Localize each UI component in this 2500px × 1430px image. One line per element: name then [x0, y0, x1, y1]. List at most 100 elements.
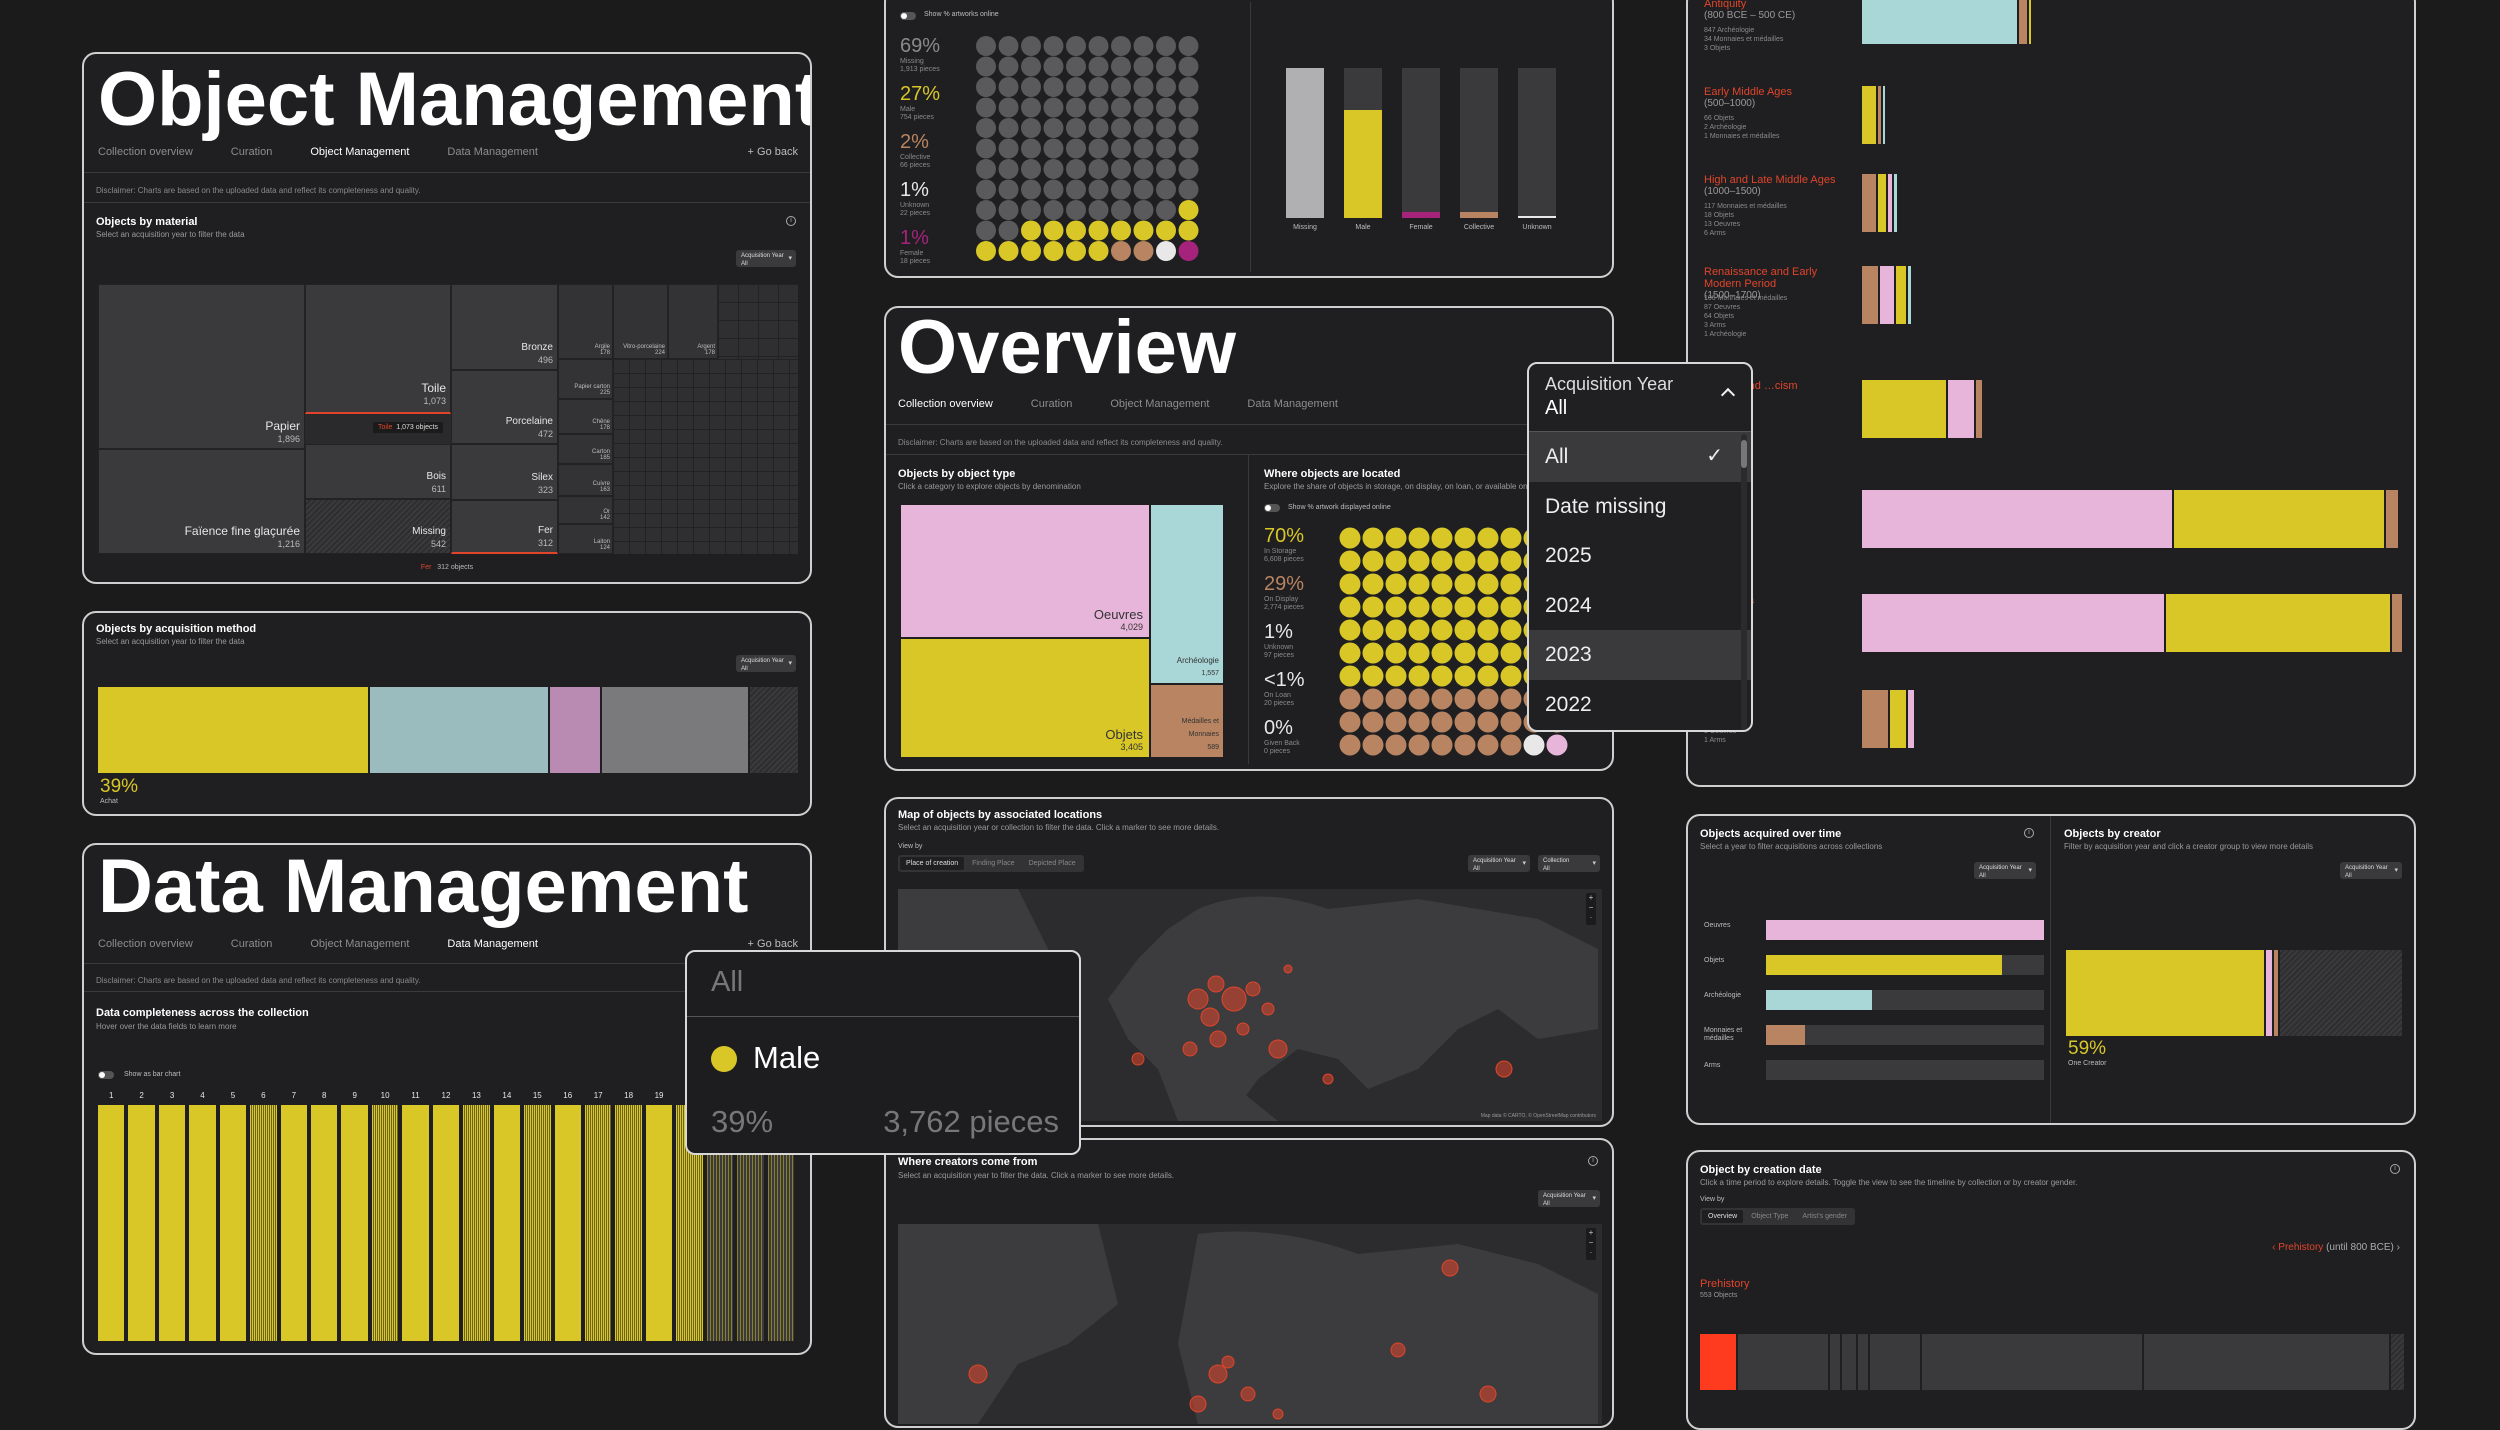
map-marker[interactable]: [1261, 1002, 1275, 1016]
map-marker[interactable]: [968, 1364, 988, 1384]
tab-data-management[interactable]: Data Management: [1247, 398, 1338, 410]
treemap-cell-cuivre[interactable]: Cuivre 163: [558, 464, 613, 496]
treemap-cell-silex[interactable]: Silex 323: [451, 444, 558, 500]
tab-data-management[interactable]: Data Management: [447, 938, 538, 950]
tab-depicted-place[interactable]: Depicted Place: [1028, 860, 1076, 867]
map-marker[interactable]: [1245, 981, 1261, 997]
period-bar-segment[interactable]: [1862, 86, 1876, 144]
period-bar-segment[interactable]: [1908, 266, 1911, 324]
period-bar-segment[interactable]: [1880, 266, 1894, 324]
segment-2[interactable]: [370, 687, 548, 773]
completeness-bar[interactable]: [493, 1105, 521, 1341]
tab-object-type[interactable]: Object Type: [1751, 1213, 1789, 1220]
period-bar-segment[interactable]: [2029, 0, 2031, 44]
tab-collection-overview[interactable]: Collection overview: [898, 398, 993, 410]
period-label[interactable]: Renaissance and Early Modern Period (1500…: [1704, 266, 1818, 301]
timeline-segment[interactable]: [1870, 1334, 1920, 1390]
segment-missing[interactable]: [750, 687, 798, 773]
map-marker[interactable]: [1441, 1259, 1459, 1277]
timeline-segment[interactable]: [1830, 1334, 1840, 1390]
gender-bar[interactable]: [1460, 68, 1498, 218]
map-marker[interactable]: [1268, 1039, 1288, 1059]
completeness-bar[interactable]: [219, 1105, 247, 1341]
period-bar-segment[interactable]: [1976, 380, 1982, 438]
timeline-segment[interactable]: [1842, 1334, 1856, 1390]
zoom-controls[interactable]: + − ·: [1586, 1228, 1596, 1260]
map-marker[interactable]: [1322, 1073, 1334, 1085]
segment-missing[interactable]: [2280, 950, 2402, 1036]
treemap-cell-argent[interactable]: Argent 178: [668, 284, 718, 359]
dropdown-option[interactable]: 2025: [1545, 544, 1592, 567]
map-marker[interactable]: [1221, 1355, 1235, 1369]
treemap-cell-chene[interactable]: Chêne 178: [558, 399, 613, 434]
map-marker[interactable]: [1283, 964, 1293, 974]
tab-artists-gender[interactable]: Artist's gender: [1802, 1213, 1847, 1220]
info-icon[interactable]: i: [2024, 828, 2034, 838]
completeness-bar[interactable]: [615, 1105, 642, 1341]
map-marker[interactable]: [1495, 1060, 1513, 1078]
acquisition-year-select[interactable]: Acquisition Year All: [1468, 855, 1530, 872]
period-label[interactable]: Antiquity (800 BCE – 500 CE): [1704, 0, 1796, 21]
completeness-bar[interactable]: [341, 1105, 368, 1341]
treemap-cell-medailles[interactable]: Médailles et Monnaies 589: [1150, 684, 1224, 758]
dropdown-option[interactable]: 2022: [1545, 692, 1592, 716]
segment-one-creator[interactable]: [2066, 950, 2264, 1036]
acquisition-year-dropdown[interactable]: Acquisition Year All All ✓ Date missing 202…: [1527, 362, 1753, 732]
completeness-bar[interactable]: [250, 1105, 277, 1341]
treemap-cell-faience[interactable]: Faïence fine glaçurée 1,216: [98, 449, 305, 554]
map-marker[interactable]: [1182, 1041, 1198, 1057]
row-bar[interactable]: [1766, 920, 2044, 940]
acquisition-year-select[interactable]: Acquisition Year All: [2340, 862, 2402, 879]
tab-data-management[interactable]: Data Management: [447, 146, 538, 158]
period-bar-segment[interactable]: [1878, 86, 1881, 144]
treemap-cell-bronze[interactable]: Bronze 496: [451, 284, 558, 370]
zoom-controls[interactable]: + − ·: [1586, 893, 1596, 925]
map-marker[interactable]: [1189, 1395, 1207, 1413]
completeness-bar[interactable]: [584, 1105, 612, 1341]
treemap-cell-carton[interactable]: Carton 185: [558, 434, 613, 464]
period-navigator[interactable]: ‹ Prehistory (until 800 BCE) ›: [2272, 1242, 2400, 1253]
period-bar-segment[interactable]: [2392, 594, 2402, 652]
tab-object-management[interactable]: Object Management: [1110, 398, 1210, 410]
completeness-bar[interactable]: [402, 1105, 429, 1341]
map-marker[interactable]: [1187, 988, 1209, 1010]
tab-curation[interactable]: Curation: [230, 938, 273, 950]
acquisition-year-select[interactable]: Acquisition Year All: [736, 655, 796, 672]
timeline-prehistory[interactable]: [1700, 1334, 1736, 1390]
tab-curation[interactable]: Curation: [1030, 398, 1073, 410]
treemap-cell-papier-carton[interactable]: Papier carton 225: [558, 359, 613, 399]
timeline-segment[interactable]: [1738, 1334, 1828, 1390]
acquisition-year-select[interactable]: Acquisition Year All: [1538, 1190, 1600, 1207]
period-bar-segment[interactable]: [1862, 690, 1888, 748]
treemap-cell-archeologie[interactable]: Archéologie 1,557: [1150, 504, 1224, 684]
tab-overview[interactable]: Overview: [1702, 1210, 1744, 1223]
map-marker[interactable]: [1390, 1342, 1406, 1358]
treemap-cell-argile[interactable]: Argile 178: [558, 284, 613, 359]
treemap-cell-bois[interactable]: Bois 611: [305, 444, 451, 499]
map-marker[interactable]: [1479, 1385, 1497, 1403]
period-bar-segment[interactable]: [1948, 380, 1974, 438]
completeness-bar[interactable]: [311, 1105, 338, 1341]
period-bar-segment[interactable]: [1862, 174, 1876, 232]
map-marker[interactable]: [1209, 1030, 1227, 1048]
segment-achat[interactable]: [98, 687, 368, 773]
treemap-cell-oeuvres[interactable]: Oeuvres 4,029: [900, 504, 1150, 638]
completeness-bar[interactable]: [554, 1105, 581, 1341]
completeness-bar[interactable]: [371, 1105, 399, 1341]
completeness-bar[interactable]: [524, 1105, 551, 1341]
segment-3[interactable]: [2274, 950, 2278, 1036]
tab-collection-overview[interactable]: Collection overview: [98, 146, 193, 158]
info-icon[interactable]: i: [1588, 1156, 1598, 1166]
period-bar-segment[interactable]: [1883, 86, 1885, 144]
segment-4[interactable]: [602, 687, 748, 773]
collection-select[interactable]: Collection All: [1538, 855, 1600, 872]
completeness-bar[interactable]: [189, 1105, 216, 1341]
info-icon[interactable]: i: [786, 216, 796, 226]
acquisition-year-select[interactable]: Acquisition Year All: [736, 250, 796, 267]
period-bar-segment[interactable]: [2174, 490, 2384, 548]
acquisition-year-select[interactable]: Acquisition Year All: [1974, 862, 2036, 879]
period-bar-segment[interactable]: [1894, 174, 1897, 232]
completeness-bar[interactable]: [98, 1105, 125, 1341]
completeness-bar[interactable]: [128, 1105, 155, 1341]
timeline-missing[interactable]: [2391, 1334, 2404, 1390]
